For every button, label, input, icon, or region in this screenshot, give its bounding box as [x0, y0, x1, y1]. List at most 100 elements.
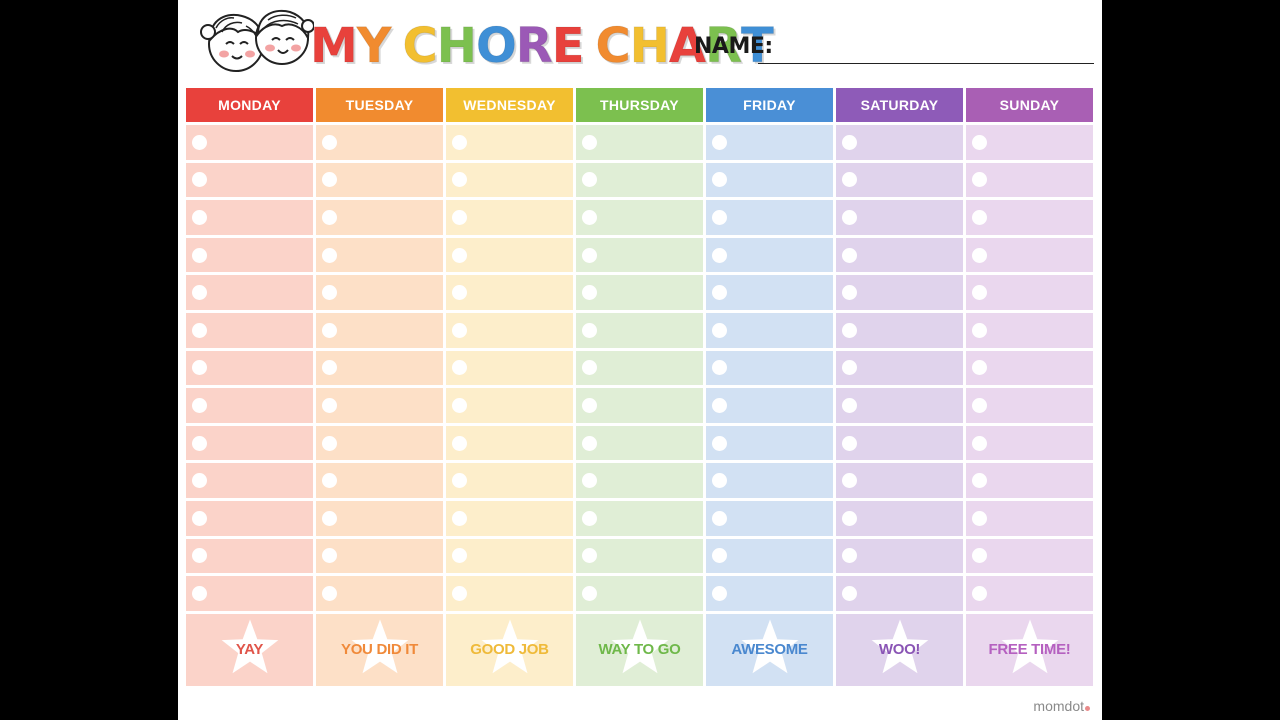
checkbox-circle[interactable] [192, 247, 207, 263]
chore-row[interactable] [316, 576, 443, 611]
checkbox-circle[interactable] [712, 172, 727, 188]
chore-row[interactable] [186, 237, 313, 273]
chore-row[interactable] [966, 500, 1093, 536]
checkbox-circle[interactable] [972, 322, 987, 338]
chore-row[interactable] [576, 500, 703, 536]
checkbox-circle[interactable] [842, 285, 857, 301]
checkbox-circle[interactable] [582, 548, 597, 564]
chore-row[interactable] [186, 425, 313, 461]
chore-row[interactable] [576, 350, 703, 386]
checkbox-circle[interactable] [582, 435, 597, 451]
checkbox-circle[interactable] [192, 172, 207, 188]
checkbox-circle[interactable] [322, 360, 337, 376]
checkbox-circle[interactable] [842, 435, 857, 451]
checkbox-circle[interactable] [712, 209, 727, 225]
checkbox-circle[interactable] [582, 473, 597, 489]
chore-row[interactable] [966, 275, 1093, 310]
chore-row[interactable] [836, 237, 963, 273]
chore-row[interactable] [966, 200, 1093, 235]
chore-row[interactable] [186, 200, 313, 235]
chore-row[interactable] [186, 162, 313, 198]
checkbox-circle[interactable] [582, 322, 597, 338]
checkbox-circle[interactable] [972, 209, 987, 225]
checkbox-circle[interactable] [322, 435, 337, 451]
checkbox-circle[interactable] [842, 322, 857, 338]
checkbox-circle[interactable] [842, 172, 857, 188]
checkbox-circle[interactable] [972, 134, 987, 150]
checkbox-circle[interactable] [192, 285, 207, 301]
checkbox-circle[interactable] [842, 209, 857, 225]
chore-row[interactable] [836, 463, 963, 498]
chore-row[interactable] [706, 200, 833, 235]
chore-row[interactable] [186, 388, 313, 423]
chore-row[interactable] [706, 162, 833, 198]
checkbox-circle[interactable] [322, 247, 337, 263]
chore-row[interactable] [836, 350, 963, 386]
checkbox-circle[interactable] [842, 585, 857, 601]
checkbox-circle[interactable] [842, 247, 857, 263]
chore-row[interactable] [966, 388, 1093, 423]
checkbox-circle[interactable] [842, 473, 857, 489]
checkbox-circle[interactable] [842, 134, 857, 150]
checkbox-circle[interactable] [452, 360, 467, 376]
chore-row[interactable] [836, 162, 963, 198]
checkbox-circle[interactable] [972, 397, 987, 413]
checkbox-circle[interactable] [452, 473, 467, 489]
chore-row[interactable] [836, 538, 963, 574]
chore-row[interactable] [446, 576, 573, 611]
checkbox-circle[interactable] [192, 134, 207, 150]
chore-row[interactable] [186, 576, 313, 611]
checkbox-circle[interactable] [972, 585, 987, 601]
chore-row[interactable] [836, 388, 963, 423]
chore-row[interactable] [836, 275, 963, 310]
checkbox-circle[interactable] [452, 435, 467, 451]
checkbox-circle[interactable] [712, 585, 727, 601]
chore-row[interactable] [446, 388, 573, 423]
chore-row[interactable] [446, 125, 573, 160]
chore-row[interactable] [576, 538, 703, 574]
checkbox-circle[interactable] [452, 247, 467, 263]
checkbox-circle[interactable] [972, 510, 987, 526]
checkbox-circle[interactable] [582, 134, 597, 150]
checkbox-circle[interactable] [192, 548, 207, 564]
checkbox-circle[interactable] [192, 209, 207, 225]
checkbox-circle[interactable] [712, 510, 727, 526]
chore-row[interactable] [446, 425, 573, 461]
checkbox-circle[interactable] [842, 548, 857, 564]
chore-row[interactable] [706, 237, 833, 273]
chore-row[interactable] [186, 125, 313, 160]
chore-row[interactable] [576, 200, 703, 235]
chore-row[interactable] [966, 237, 1093, 273]
checkbox-circle[interactable] [452, 172, 467, 188]
chore-row[interactable] [836, 500, 963, 536]
checkbox-circle[interactable] [712, 247, 727, 263]
checkbox-circle[interactable] [322, 134, 337, 150]
chore-row[interactable] [446, 463, 573, 498]
checkbox-circle[interactable] [712, 322, 727, 338]
checkbox-circle[interactable] [842, 510, 857, 526]
checkbox-circle[interactable] [582, 209, 597, 225]
chore-row[interactable] [316, 425, 443, 461]
checkbox-circle[interactable] [712, 397, 727, 413]
chore-row[interactable] [446, 538, 573, 574]
checkbox-circle[interactable] [712, 548, 727, 564]
checkbox-circle[interactable] [322, 322, 337, 338]
checkbox-circle[interactable] [192, 360, 207, 376]
checkbox-circle[interactable] [972, 247, 987, 263]
chore-row[interactable] [316, 388, 443, 423]
checkbox-circle[interactable] [322, 397, 337, 413]
chore-row[interactable] [966, 312, 1093, 348]
chore-row[interactable] [836, 125, 963, 160]
checkbox-circle[interactable] [192, 585, 207, 601]
checkbox-circle[interactable] [712, 473, 727, 489]
chore-row[interactable] [316, 312, 443, 348]
chore-row[interactable] [316, 200, 443, 235]
checkbox-circle[interactable] [192, 473, 207, 489]
chore-row[interactable] [966, 538, 1093, 574]
checkbox-circle[interactable] [972, 435, 987, 451]
chore-row[interactable] [706, 576, 833, 611]
name-input-line[interactable] [758, 63, 1094, 64]
chore-row[interactable] [576, 576, 703, 611]
chore-row[interactable] [836, 312, 963, 348]
chore-row[interactable] [576, 275, 703, 310]
